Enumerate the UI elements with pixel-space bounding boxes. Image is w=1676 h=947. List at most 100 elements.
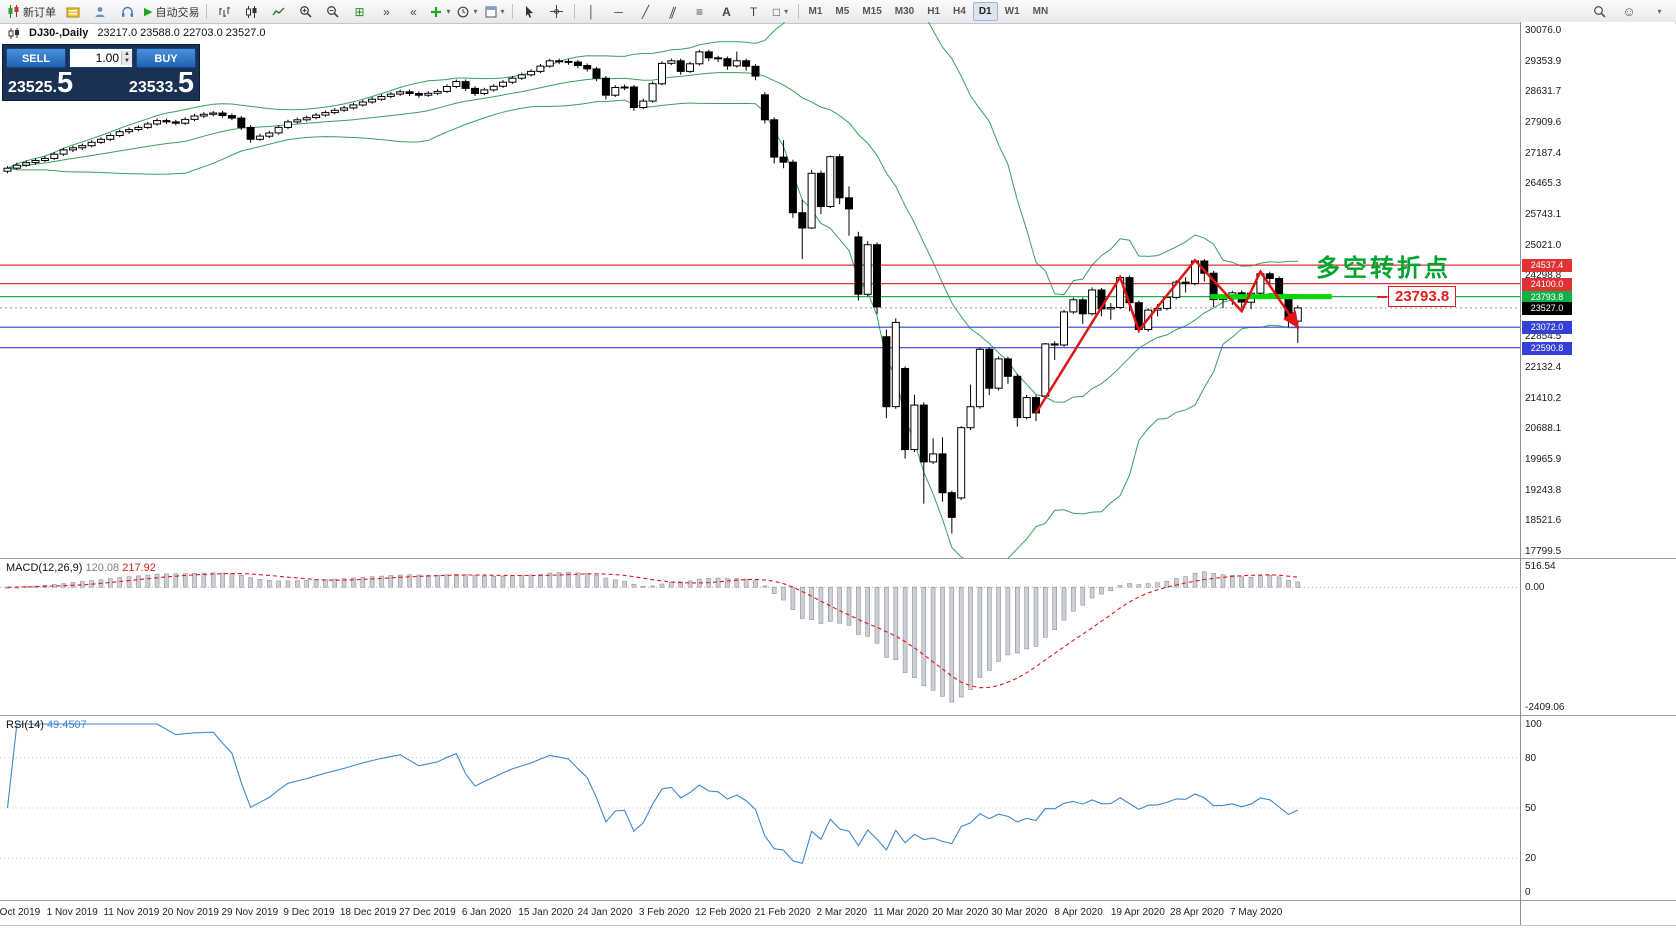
rsi-tick: 50 <box>1525 803 1537 814</box>
new-order-label: 新订单 <box>23 6 56 19</box>
fibonacci-button[interactable]: ≡ <box>687 2 713 22</box>
price-tag[interactable]: 23793.8 <box>1522 290 1572 304</box>
tf-mn-button[interactable]: MN <box>1032 6 1049 17</box>
y-tick: 25021.0 <box>1525 239 1562 251</box>
shapes-button[interactable]: □ ▾ <box>768 2 794 22</box>
date-label: 1 Nov 2019 <box>46 907 98 918</box>
price-chart-canvas[interactable] <box>0 22 1520 558</box>
clock-icon <box>458 6 469 17</box>
templates-button[interactable]: ▾ <box>482 2 508 22</box>
sell-button[interactable]: SELL <box>6 48 66 68</box>
rsi-axis[interactable]: 100 80 50 20 0 <box>1521 716 1675 900</box>
channel-button[interactable]: ∥ <box>660 2 686 22</box>
macd-axis[interactable]: 516.54 0.00 -2409.06 <box>1521 559 1675 715</box>
line-chart-icon <box>272 7 285 15</box>
y-tick: 18521.6 <box>1525 515 1562 527</box>
volume-up-button[interactable]: ▲ <box>121 51 132 58</box>
chart-shift-icon: « <box>410 4 417 19</box>
rsi-value: 49.4507 <box>46 719 87 731</box>
dropdown-icon: ▾ <box>473 7 478 16</box>
price-tag[interactable]: 22590.8 <box>1522 341 1572 355</box>
toolbar-more-button[interactable]: ▾ <box>1646 2 1672 22</box>
buy-button[interactable]: BUY <box>136 48 196 68</box>
date-label: 19 Apr 2020 <box>1110 907 1165 918</box>
tf-m1-button[interactable]: M1 <box>808 6 823 17</box>
autotrade-button[interactable]: ▶ 自动交易 <box>141 2 202 22</box>
macd-tick: -2409.06 <box>1525 702 1565 713</box>
price-tag[interactable]: 24537.4 <box>1522 259 1572 273</box>
price-axis[interactable]: 30076.0 29353.9 28631.7 27909.6 27187.4 26465… <box>1521 22 1675 558</box>
shapes-icon: □ <box>772 4 781 19</box>
panel-splitter[interactable] <box>0 900 1676 901</box>
line-chart-button[interactable] <box>265 2 291 22</box>
search-button[interactable] <box>1586 2 1612 22</box>
tf-h1-button[interactable]: H1 <box>927 6 941 17</box>
tf-h4-button[interactable]: H4 <box>953 6 966 17</box>
panel-splitter[interactable] <box>0 715 1676 716</box>
y-tick: 20688.1 <box>1525 423 1562 435</box>
support-button[interactable] <box>114 2 140 22</box>
trendline-button[interactable]: ╱ <box>633 2 659 22</box>
bollinger-band <box>7 72 1298 403</box>
macd-canvas[interactable] <box>0 559 1520 715</box>
play-icon: ▶ <box>144 6 153 18</box>
date-label: 11 Mar 2020 <box>873 907 929 918</box>
zoom-out-button[interactable] <box>319 2 345 22</box>
crosshair-button[interactable] <box>544 2 570 22</box>
chart-shift-button[interactable]: « <box>400 2 426 22</box>
volume-field[interactable]: ▲ ▼ <box>69 48 133 68</box>
fibonacci-icon: ≡ <box>696 4 704 19</box>
rsi-canvas[interactable] <box>0 716 1520 900</box>
zoom-in-button[interactable] <box>292 2 318 22</box>
date-label: 11 Nov 2019 <box>103 907 160 918</box>
sell-price: 23525.5 <box>8 67 74 99</box>
text-tool-button[interactable]: A <box>714 2 740 22</box>
date-label: 3 Feb 2020 <box>638 907 690 918</box>
text-label-button[interactable]: T <box>741 2 767 22</box>
price-tag[interactable]: 24100.0 <box>1522 277 1572 291</box>
new-order-button[interactable]: 新订单 <box>4 2 59 22</box>
panel-splitter[interactable] <box>0 558 1676 559</box>
channel-icon: ∥ <box>666 4 679 19</box>
price-annotation-tick <box>1377 296 1387 298</box>
market-watch-button[interactable] <box>60 2 86 22</box>
y-tick: 19965.9 <box>1525 454 1562 466</box>
profile-button[interactable] <box>87 2 113 22</box>
date-label: 20 Mar 2020 <box>932 907 989 918</box>
text-label-icon: T <box>749 4 758 19</box>
y-tick: 17799.5 <box>1525 546 1562 557</box>
auto-scroll-button[interactable]: » <box>373 2 399 22</box>
vertical-line-button[interactable]: │ <box>579 2 605 22</box>
candlestick-chart-button[interactable] <box>238 2 264 22</box>
text-tool-icon: A <box>722 4 731 19</box>
price-annotation-box[interactable]: 23793.8 <box>1388 286 1457 307</box>
buy-price: 23533.5 <box>128 67 194 99</box>
volume-down-button[interactable]: ▼ <box>121 58 132 65</box>
y-tick: 22132.4 <box>1525 362 1562 374</box>
cursor-button[interactable] <box>517 2 543 22</box>
tile-windows-button[interactable]: ⊞ <box>346 2 372 22</box>
tf-m5-button[interactable]: M5 <box>835 6 850 17</box>
indicators-button[interactable]: ▾ <box>427 2 453 22</box>
bollinger-band <box>7 22 1298 296</box>
date-label: 21 Feb 2020 <box>754 907 811 918</box>
templates-icon <box>485 6 496 17</box>
cursor-icon <box>526 6 534 18</box>
bar-chart-icon <box>219 6 230 17</box>
rsi-tick: 20 <box>1525 853 1537 865</box>
tf-d1-button[interactable]: D1 <box>972 2 998 21</box>
periods-button[interactable]: ▾ <box>454 2 480 22</box>
candlestick-chart-icon <box>245 5 257 18</box>
price-tag[interactable]: 23072.0 <box>1522 321 1572 335</box>
tf-w1-button[interactable]: W1 <box>1004 6 1020 17</box>
tf-m15-button[interactable]: M15 <box>862 6 882 17</box>
tf-m30-button[interactable]: M30 <box>894 6 915 17</box>
community-button[interactable]: ☺ <box>1616 2 1642 22</box>
horizontal-line-button[interactable]: ─ <box>606 2 632 22</box>
autotrade-label: 自动交易 <box>155 6 200 19</box>
volume-input[interactable] <box>70 51 121 65</box>
turning-point-annotation[interactable]: 多空转折点 <box>1316 255 1451 282</box>
bar-chart-button[interactable] <box>211 2 237 22</box>
date-label: 27 Dec 2019 <box>399 907 456 918</box>
